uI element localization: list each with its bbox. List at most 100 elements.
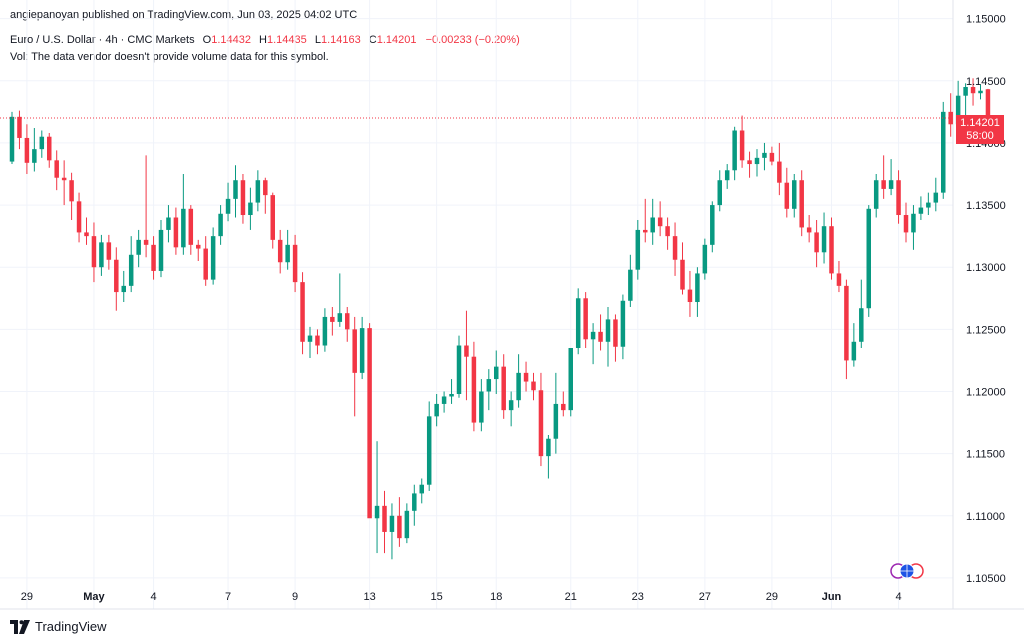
candle-body bbox=[970, 87, 976, 94]
candle-body bbox=[84, 232, 89, 237]
candle-body bbox=[881, 180, 886, 189]
candle bbox=[531, 372, 536, 401]
candle-body bbox=[285, 244, 290, 263]
candle bbox=[665, 217, 670, 250]
chart-event-icons[interactable] bbox=[888, 561, 928, 581]
candle-body bbox=[769, 152, 775, 162]
candle-body bbox=[933, 192, 939, 203]
candle-body bbox=[724, 170, 730, 181]
candle-body bbox=[114, 259, 119, 293]
candle-body bbox=[680, 259, 685, 290]
candle-body bbox=[494, 366, 499, 380]
brand-name: TradingView bbox=[35, 619, 107, 634]
candle-body bbox=[754, 157, 760, 165]
candle bbox=[553, 372, 559, 454]
candle bbox=[404, 503, 410, 544]
candle-body bbox=[777, 161, 782, 183]
candle-body bbox=[836, 273, 842, 286]
candle-body bbox=[620, 300, 626, 347]
candle-body bbox=[158, 229, 164, 271]
candle bbox=[322, 308, 328, 352]
candle-body bbox=[397, 515, 402, 539]
candle-body bbox=[39, 136, 45, 150]
candle bbox=[657, 201, 663, 237]
footer-brand[interactable]: TradingView bbox=[10, 619, 107, 634]
candle bbox=[583, 292, 588, 348]
candle bbox=[9, 111, 15, 165]
candle-body bbox=[903, 215, 909, 233]
candle bbox=[970, 78, 976, 106]
candle-body bbox=[523, 372, 529, 382]
candle-body bbox=[203, 248, 208, 280]
candle bbox=[210, 227, 216, 285]
candle-body bbox=[844, 285, 849, 361]
low-label: L bbox=[314, 34, 321, 46]
candle-body bbox=[955, 95, 961, 125]
last-price-tag: 1.14201 58:00 bbox=[956, 115, 1004, 144]
candle-body bbox=[501, 366, 506, 411]
candle bbox=[359, 316, 365, 380]
candle-body bbox=[210, 236, 216, 280]
candle-body bbox=[54, 160, 59, 178]
candle-body bbox=[538, 390, 544, 457]
x-tick-label: 23 bbox=[632, 591, 644, 603]
last-price-value: 1.14201 bbox=[960, 117, 1000, 129]
candle-body bbox=[352, 329, 357, 373]
candle bbox=[441, 391, 447, 413]
candle-body bbox=[561, 403, 566, 411]
symbol-title: Euro / U.S. Dollar · 4h · CMC Markets bbox=[10, 34, 195, 46]
candle bbox=[181, 174, 186, 255]
candle-body bbox=[412, 493, 417, 511]
candle bbox=[292, 234, 298, 293]
x-tick-label: 13 bbox=[363, 591, 375, 603]
candle-body bbox=[859, 308, 864, 342]
x-tick-label: 4 bbox=[150, 591, 156, 603]
candle-body bbox=[635, 229, 641, 270]
candle bbox=[687, 270, 693, 317]
candle-body bbox=[166, 217, 171, 230]
candle-body bbox=[181, 208, 186, 248]
candle bbox=[412, 484, 417, 526]
x-tick-label: 21 bbox=[565, 591, 577, 603]
candle bbox=[307, 326, 313, 358]
candle bbox=[605, 306, 611, 367]
candle bbox=[702, 238, 708, 280]
x-axis: 29 May 4 7 9 13 15 18 21 23 27 29 Jun 4 bbox=[21, 591, 902, 603]
candle bbox=[196, 239, 201, 261]
candle-body bbox=[516, 372, 521, 401]
candle bbox=[352, 316, 357, 417]
candle bbox=[829, 217, 834, 280]
candle bbox=[397, 497, 402, 547]
candle bbox=[277, 229, 283, 274]
candle-body bbox=[449, 393, 454, 397]
candle bbox=[575, 288, 581, 355]
candle-body bbox=[978, 90, 983, 94]
candle-body bbox=[121, 285, 126, 293]
candle-body bbox=[531, 381, 536, 391]
candle bbox=[851, 323, 857, 367]
candle bbox=[128, 236, 134, 293]
x-tick-label: 9 bbox=[292, 591, 298, 603]
candle-body bbox=[17, 116, 22, 138]
candle-body bbox=[710, 205, 715, 245]
candle bbox=[426, 401, 432, 491]
x-tick-label: 29 bbox=[766, 591, 778, 603]
candle bbox=[732, 126, 737, 181]
publisher-line: angiepanoyan published on TradingView.co… bbox=[10, 9, 358, 21]
candle bbox=[680, 242, 685, 295]
candle-body bbox=[508, 400, 514, 411]
candle-body bbox=[196, 244, 201, 249]
candle bbox=[106, 234, 112, 270]
candle-body bbox=[136, 239, 141, 255]
candle bbox=[859, 279, 864, 348]
candle bbox=[769, 146, 775, 166]
candle bbox=[777, 142, 782, 196]
candle bbox=[948, 93, 953, 137]
candle bbox=[784, 167, 790, 218]
candle bbox=[836, 261, 842, 293]
candle-body bbox=[732, 130, 737, 171]
candle-body bbox=[739, 130, 745, 161]
candle-body bbox=[926, 202, 931, 208]
candle bbox=[91, 222, 97, 283]
